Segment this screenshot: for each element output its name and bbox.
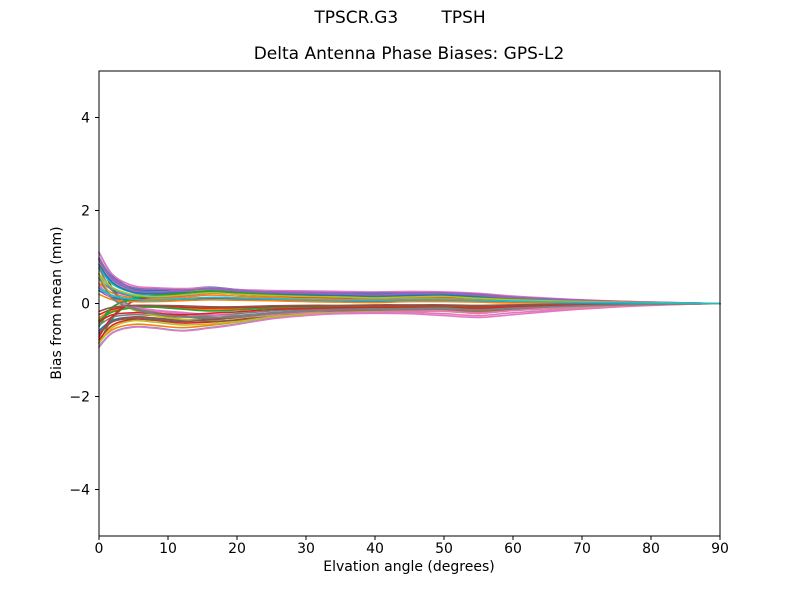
x-tick-label: 20: [228, 541, 246, 557]
figure-suptitle: TPSCR.G3 TPSH: [314, 8, 486, 28]
series-line: [98, 302, 721, 348]
x-tick-label: 40: [366, 541, 384, 557]
x-tick-label: 70: [573, 541, 591, 557]
x-tick-label: 50: [435, 541, 453, 557]
x-tick-label: 80: [642, 541, 660, 557]
series-line: [98, 302, 721, 313]
series-line: [98, 258, 721, 305]
x-axis-label: Elvation angle (degrees): [323, 559, 495, 575]
x-tick-label: 90: [711, 541, 729, 557]
series-line: [98, 293, 721, 305]
y-tick-label: −4: [69, 483, 90, 499]
x-tick-label: 60: [504, 541, 522, 557]
x-tick-label: 0: [95, 541, 104, 557]
series-line: [98, 272, 721, 305]
x-tick-label: 30: [297, 541, 315, 557]
y-axis-label: Bias from mean (mm): [49, 226, 65, 380]
series-line: [98, 287, 721, 305]
y-tick-label: 0: [81, 297, 90, 313]
series-line: [98, 251, 721, 305]
y-tick-label: 2: [81, 204, 90, 220]
y-tick-label: −2: [69, 390, 90, 406]
y-tick-label: 4: [81, 111, 90, 127]
axes-title: Delta Antenna Phase Biases: GPS-L2: [253, 44, 565, 64]
series-line: [98, 277, 721, 319]
x-tick-label: 10: [159, 541, 177, 557]
